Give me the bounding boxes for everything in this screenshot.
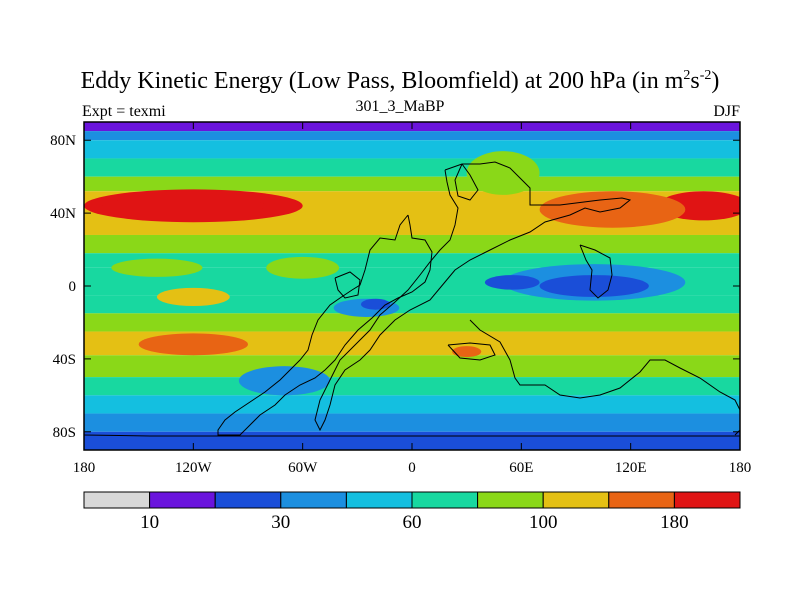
band-11: [84, 331, 740, 356]
blob-15: [156, 287, 230, 307]
coastline-north-america: [314, 161, 632, 432]
x-tick-label: 120W: [175, 460, 213, 476]
band-14: [84, 395, 740, 414]
coastline-asia-east: [579, 244, 613, 299]
blob-4: [138, 333, 248, 356]
x-tick-label: 60E: [509, 460, 533, 476]
title-exponent-s: -2: [699, 68, 712, 83]
y-tick-label: 40N: [50, 206, 76, 222]
blob-12: [238, 366, 330, 396]
band-2: [84, 140, 740, 159]
colorbar-swatch-8: [608, 491, 675, 509]
blob-14: [266, 256, 340, 279]
contour-fill: [84, 122, 740, 450]
colorbar-swatch-7: [542, 491, 610, 509]
colorbar-label: 180: [660, 512, 689, 533]
coastline-greenland: [454, 163, 479, 201]
band-1: [84, 131, 740, 141]
coastline-south-america: [469, 319, 740, 436]
blob-13: [111, 258, 203, 277]
x-tick-label: 180: [729, 460, 752, 476]
x-tick-label: 0: [408, 460, 416, 476]
band-12: [84, 355, 740, 378]
colorbar-swatch-3: [280, 491, 347, 509]
colorbar-swatch-5: [411, 491, 479, 509]
colorbar: 10 30 60 100 180: [83, 491, 741, 533]
x-axis: 180 120W 60W 0 60E 120E 180: [73, 122, 752, 476]
colorbar-swatch-9: [673, 491, 741, 509]
band-7: [84, 253, 740, 268]
band-10: [84, 313, 740, 332]
x-tick-label: 60W: [288, 460, 318, 476]
colorbar-swatch-4: [345, 491, 413, 509]
colorbar-swatch-6: [477, 491, 544, 509]
coastlines: [84, 161, 740, 437]
blob-1: [102, 196, 267, 215]
y-axis: 80N 40N 0 40S 80S: [50, 133, 740, 441]
colorbar-label: 10: [140, 512, 159, 533]
band-6: [84, 234, 740, 254]
blob-9: [484, 275, 540, 290]
blob-6: [466, 151, 540, 195]
colorbar-swatch-0: [83, 491, 151, 509]
coastline-antarctica: [84, 434, 740, 437]
experiment-label: Expt = texmi: [82, 103, 166, 120]
band-15: [84, 413, 740, 432]
chart-title: Eddy Kinetic Energy (Low Pass, Bloomfiel…: [80, 68, 720, 94]
coastline-island-1: [334, 271, 361, 299]
x-tick-label: 120E: [615, 460, 647, 476]
blob-5: [452, 346, 482, 358]
title-exponent-m: 2: [683, 68, 691, 83]
y-tick-label: 80N: [50, 133, 76, 149]
coastline-island-2: [447, 342, 496, 361]
x-tick-label: 180: [73, 460, 96, 476]
band-3: [84, 158, 740, 177]
season-label: DJF: [713, 103, 740, 120]
colorbar-swatch-2: [214, 491, 282, 509]
blob-8: [539, 275, 649, 297]
coastline-europe-africa: [217, 214, 433, 436]
y-tick-label: 40S: [53, 352, 76, 368]
band-13: [84, 377, 740, 396]
colorbar-label: 60: [403, 512, 422, 533]
colorbar-label: 100: [529, 512, 558, 533]
colorbar-label: 30: [271, 512, 290, 533]
y-tick-label: 80S: [53, 425, 76, 441]
chart-subtitle: 301_3_MaBP: [355, 98, 445, 115]
colorbar-swatch-1: [149, 491, 216, 509]
y-tick-label: 0: [69, 279, 77, 295]
band-4: [84, 176, 740, 192]
